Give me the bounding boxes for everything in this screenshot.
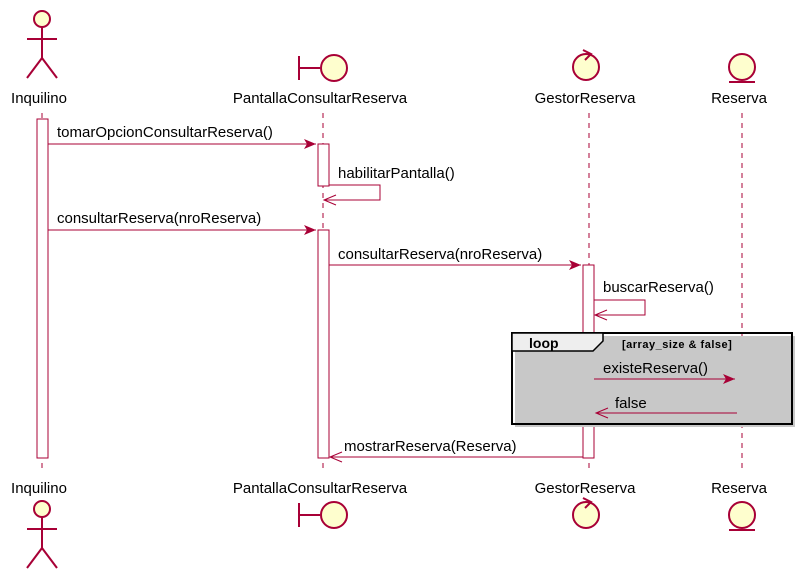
- activation-pantalla-2: [317, 229, 330, 459]
- arrowhead: [723, 374, 735, 384]
- participant-name-gestor: GestorReserva: [535, 90, 637, 107]
- actor-icon: [26, 500, 58, 569]
- message-label-consultar-reserva-2: consultarReserva(nroReserva): [338, 246, 542, 263]
- loop-keyword: loop: [529, 335, 559, 351]
- actor-icon: [26, 10, 58, 79]
- message-label-buscar-reserva: buscarReserva(): [603, 279, 714, 296]
- entity-icon: [728, 501, 756, 531]
- participant-name-inquilino: Inquilino: [11, 90, 67, 107]
- participant-name-pantalla-bottom: PantallaConsultarReserva: [233, 480, 408, 497]
- participant-name-gestor-bottom: GestorReserva: [535, 480, 637, 497]
- arrowhead: [322, 194, 337, 206]
- message-arrow-habilitar-pantalla: [324, 184, 381, 201]
- participant-name-inquilino-bottom: Inquilino: [11, 480, 67, 497]
- arrowhead: [594, 407, 609, 419]
- arrowhead: [593, 309, 608, 321]
- participants-bottom: Inquilino PantallaConsultarReserva Gesto…: [11, 480, 768, 569]
- control-icon: [572, 49, 600, 81]
- loop-frame: loop [array_size & false]: [511, 332, 795, 427]
- loop-frame-header: [511, 332, 604, 352]
- participant-name-reserva-bottom: Reserva: [711, 480, 768, 497]
- control-icon: [572, 497, 600, 529]
- participant-name-pantalla: PantallaConsultarReserva: [233, 90, 408, 107]
- activation-pantalla-1: [317, 143, 330, 187]
- message-label-mostrar-reserva: mostrarReserva(Reserva): [344, 438, 517, 455]
- message-label-existe-reserva: existeReserva(): [603, 360, 708, 377]
- loop-frame-border: [511, 332, 793, 425]
- participant-name-reserva: Reserva: [711, 90, 768, 107]
- loop-guard: [array_size & false]: [622, 339, 732, 351]
- boundary-icon: [298, 54, 348, 82]
- arrowhead: [304, 225, 316, 235]
- arrowhead: [569, 260, 581, 270]
- arrowhead: [304, 139, 316, 149]
- message-arrow-buscar-reserva: [594, 299, 646, 316]
- message-label-consultar-reserva-1: consultarReserva(nroReserva): [57, 210, 261, 227]
- boundary-icon: [298, 501, 348, 529]
- message-label-tomar-opcion: tomarOpcionConsultarReserva(): [57, 124, 273, 141]
- activation-inquilino: [36, 118, 49, 459]
- entity-icon: [728, 53, 756, 83]
- arrowhead: [328, 451, 343, 463]
- participants-top: Inquilino PantallaConsultarReserva Gesto…: [11, 10, 768, 107]
- message-label-habilitar-pantalla: habilitarPantalla(): [338, 165, 455, 182]
- message-label-false: false: [615, 395, 647, 412]
- messages: tomarOpcionConsultarReserva() habilitarP…: [48, 124, 737, 463]
